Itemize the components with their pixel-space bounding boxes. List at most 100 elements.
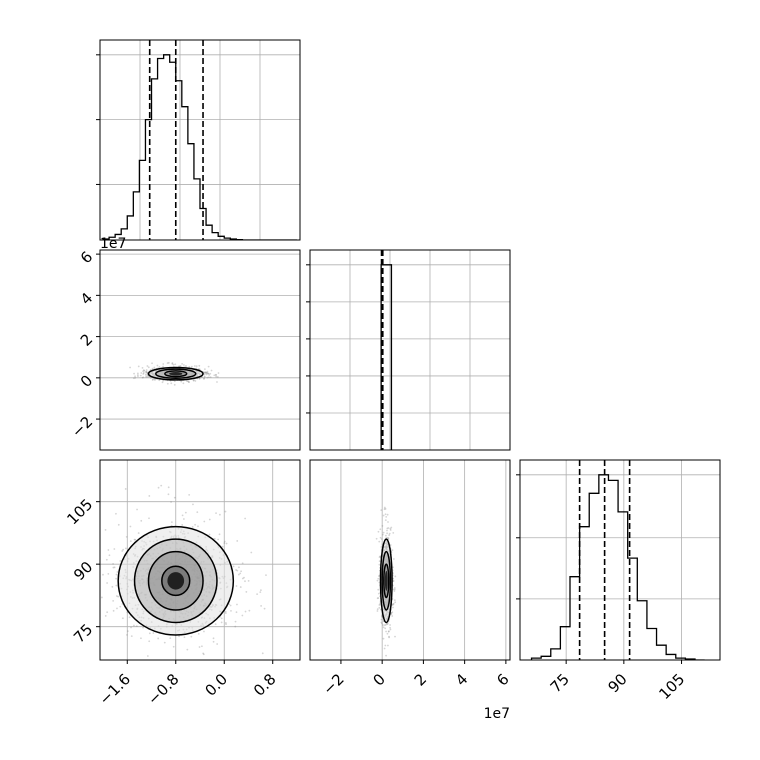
scatter-p2-p1-point (389, 624, 391, 626)
scatter-p2-p1-point (386, 536, 388, 539)
scatter-p2-p0-point (202, 653, 205, 656)
scatter-p2-p1-point (375, 537, 378, 540)
scatter-p2-p0-point (157, 637, 160, 640)
scatter-p2-p1-point (381, 533, 384, 536)
scatter-p2-p0-point (235, 585, 238, 587)
scatter-p1-p0-point (190, 365, 193, 368)
scatter-p2-p0-point (115, 512, 117, 515)
scatter-p2-p1-xtick-label-3: 4 (452, 670, 471, 689)
scatter-p1-p0-point (145, 370, 147, 373)
scatter-p1-p0-point (204, 372, 207, 374)
scatter-p2-p0-point (200, 645, 203, 648)
scatter-p2-p1-point (385, 515, 388, 518)
scatter-p2-p1-point (387, 630, 390, 633)
scatter-p2-p0-point (119, 560, 122, 562)
scatter-p2-p0-point (203, 630, 205, 633)
scatter-p2-p0-point (158, 668, 160, 670)
scatter-p2-p1-point (390, 613, 393, 616)
scatter-p2-p0-point (220, 621, 223, 624)
scatter-p1-p0-point (188, 366, 191, 368)
scatter-p2-p1-point (384, 627, 387, 630)
scatter-p2-p0-point (173, 496, 176, 499)
scatter-p2-p0-point (137, 532, 140, 534)
scatter-p1-p0-contour-0 (164, 370, 188, 378)
scatter-p2-p0-point (163, 641, 166, 644)
scatter-p1-p0-point (203, 373, 206, 376)
scatter-p1-p0-point (206, 376, 209, 379)
scatter-p2-p0-point (115, 584, 118, 587)
scatter-p1-p0-point (134, 377, 137, 379)
scatter-p2-p0-point (165, 664, 167, 666)
scatter-p2-p1-point (390, 526, 393, 529)
scatter-p2-p0-point (104, 615, 107, 617)
scatter-p2-p0-point (224, 510, 227, 513)
scatter-p1-p0-point (136, 374, 139, 376)
hist-p1-frame (309, 249, 511, 451)
scatter-p2-p1-x-offset-label: 1e7 (484, 706, 510, 722)
scatter-p1-p0-point (208, 374, 211, 376)
scatter-p1-p0-point (186, 380, 188, 383)
scatter-p2-p1-point (391, 611, 394, 614)
scatter-p2-p1-point (392, 603, 395, 606)
scatter-p2-p1-point (378, 606, 381, 609)
scatter-p2-p0-point (191, 664, 193, 666)
scatter-p1-p0-point (188, 381, 190, 384)
scatter-p2-p1-point (392, 566, 394, 569)
scatter-p2-p0-point (112, 566, 115, 569)
scatter-p1-p0-ytick-label-0: −2 (68, 413, 96, 441)
hist-p1-panel (306, 249, 511, 451)
scatter-p1-p0-point (151, 362, 153, 365)
scatter-p2-p1-point (384, 644, 387, 647)
scatter-p2-p0-point (134, 538, 137, 541)
scatter-p1-p0-point (207, 372, 210, 375)
scatter-p2-p0-point (192, 503, 194, 506)
scatter-p1-p0-point (137, 375, 139, 378)
scatter-p2-p0-point (95, 577, 97, 579)
scatter-p1-p0-point (142, 370, 145, 373)
scatter-p2-p0-point (97, 516, 99, 518)
scatter-p2-p0-contour-3 (117, 525, 235, 636)
scatter-p2-p0-point (106, 582, 109, 584)
scatter-p2-p1-point (379, 602, 381, 605)
scatter-p2-p0-point (178, 635, 180, 638)
scatter-p1-p0-point (156, 364, 159, 367)
scatter-p1-p0-point (145, 371, 148, 374)
scatter-p1-p0-point (153, 366, 156, 369)
scatter-p2-p0-point (239, 586, 242, 588)
scatter-p2-p0-point (244, 580, 246, 583)
scatter-p2-p1-point (391, 604, 394, 606)
scatter-p2-p1-point (380, 622, 383, 625)
scatter-p1-p0-point (217, 372, 220, 374)
scatter-p2-p1-point (385, 630, 387, 633)
scatter-p1-p0-point (207, 372, 209, 375)
scatter-p1-p0-point (147, 366, 150, 369)
scatter-p2-p0-point (115, 595, 118, 597)
hist-p1-plot-area (310, 250, 510, 450)
scatter-p2-p1-point (393, 599, 396, 602)
scatter-p2-p0-point (133, 624, 135, 627)
scatter-p2-p1-point (388, 635, 390, 638)
scatter-p1-p0-point (187, 380, 190, 383)
scatter-p1-p0-point (166, 362, 169, 364)
scatter-p2-p0-point (235, 611, 238, 614)
scatter-p2-p1-point (387, 527, 390, 529)
scatter-p2-p1-point (376, 608, 379, 611)
scatter-p1-p0-point (179, 365, 182, 367)
scatter-p2-p0-point (247, 580, 250, 582)
scatter-p1-p0-point (203, 368, 206, 371)
scatter-p1-p0-point (207, 376, 210, 379)
scatter-p2-p0-point (260, 589, 262, 592)
scatter-p1-p0-point (187, 381, 190, 383)
scatter-p2-p1-point (387, 644, 389, 647)
scatter-p2-p0-point (261, 652, 264, 655)
scatter-p2-p0-point (212, 640, 215, 643)
hist-p0-panel (96, 39, 301, 241)
scatter-p2-p0-point (112, 599, 115, 602)
scatter-p2-p0-point (220, 617, 223, 620)
hist-p2-panel: 75 90 105 (516, 459, 721, 703)
scatter-p1-p0-plot-area (100, 253, 300, 420)
scatter-p2-p1-contour-2 (379, 538, 393, 624)
scatter-p2-p0-point (229, 604, 232, 607)
scatter-p2-p0-point (181, 524, 184, 526)
scatter-p2-p0-point (148, 640, 151, 643)
